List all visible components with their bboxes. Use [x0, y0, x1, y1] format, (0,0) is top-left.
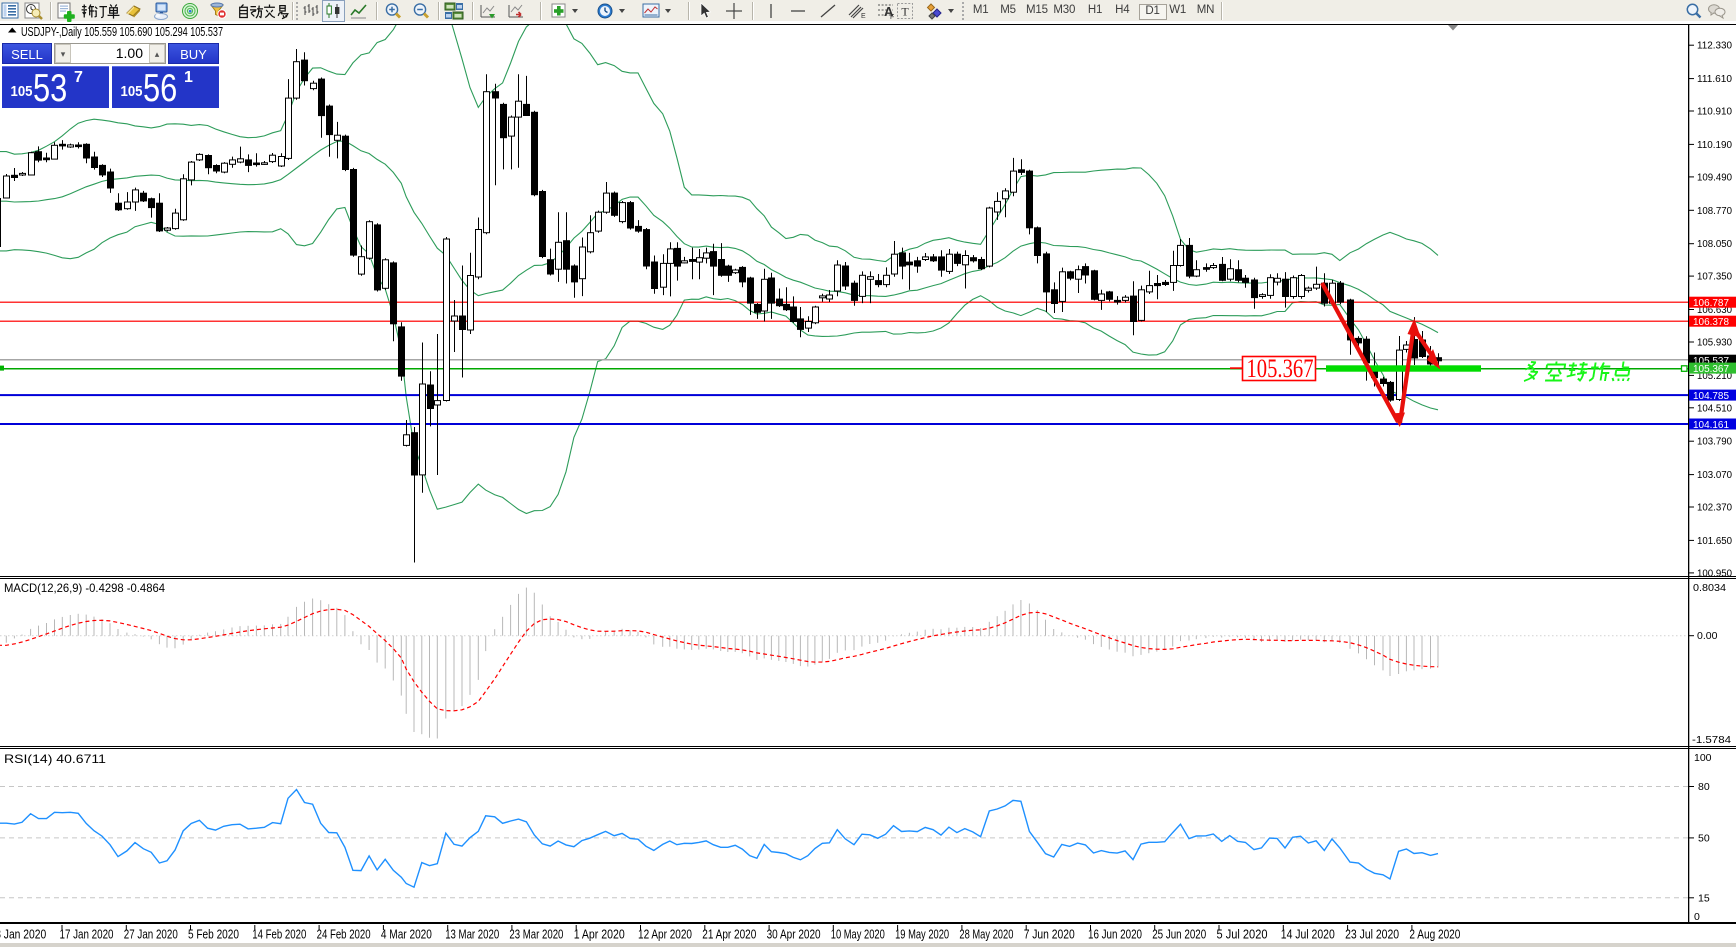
svg-text:100: 100	[1694, 752, 1712, 764]
svg-text:5 Jul 2020: 5 Jul 2020	[1217, 927, 1268, 942]
svg-text:USDJPY-,Daily 105.559 105.690: USDJPY-,Daily 105.559 105.690 105.294 10…	[21, 25, 223, 39]
svg-text:10 May 2020: 10 May 2020	[831, 927, 885, 942]
svg-text:1 Apr 2020: 1 Apr 2020	[574, 927, 625, 942]
svg-text:8 Jan 2020: 8 Jan 2020	[0, 927, 46, 942]
svg-text:105.367: 105.367	[1247, 354, 1314, 383]
svg-text:105.210: 105.210	[1697, 371, 1732, 382]
svg-text:28 May 2020: 28 May 2020	[959, 927, 1013, 942]
svg-text:13 Mar 2020: 13 Mar 2020	[445, 927, 499, 942]
svg-text:23 Mar 2020: 23 Mar 2020	[509, 927, 563, 942]
svg-text:0: 0	[1694, 911, 1700, 923]
svg-text:106.378: 106.378	[1693, 317, 1729, 328]
svg-text:104.785: 104.785	[1693, 391, 1729, 402]
svg-text:F: F	[890, 14, 894, 21]
svg-text:102.370: 102.370	[1697, 503, 1732, 514]
svg-text:30 Apr 2020: 30 Apr 2020	[767, 927, 821, 942]
svg-text:19 May 2020: 19 May 2020	[895, 927, 949, 942]
svg-text:5 Feb 2020: 5 Feb 2020	[188, 927, 239, 942]
svg-text:106.630: 106.630	[1697, 305, 1732, 316]
svg-text:105.367: 105.367	[1693, 364, 1729, 375]
svg-text:50: 50	[1698, 832, 1710, 844]
svg-text:MACD(12,26,9) -0.4298 -0.4864: MACD(12,26,9) -0.4298 -0.4864	[4, 581, 165, 595]
svg-text:111.610: 111.610	[1697, 74, 1732, 85]
svg-text:80: 80	[1698, 781, 1710, 793]
svg-text:23 Jul 2020: 23 Jul 2020	[1345, 927, 1399, 942]
svg-text:108.050: 108.050	[1697, 239, 1732, 250]
svg-text:17 Jan 2020: 17 Jan 2020	[60, 927, 114, 942]
svg-text:21 Apr 2020: 21 Apr 2020	[702, 927, 756, 942]
svg-text:106.787: 106.787	[1693, 298, 1729, 309]
svg-text:109.490: 109.490	[1697, 172, 1732, 183]
svg-text:16 Jun 2020: 16 Jun 2020	[1088, 927, 1142, 942]
svg-text:2 Aug 2020: 2 Aug 2020	[1409, 927, 1460, 942]
svg-text:0.8034: 0.8034	[1693, 582, 1726, 594]
svg-text:0.00: 0.00	[1697, 630, 1718, 642]
svg-text:104.510: 104.510	[1697, 403, 1732, 414]
svg-text:27 Jan 2020: 27 Jan 2020	[124, 927, 178, 942]
svg-text:107.350: 107.350	[1697, 272, 1732, 283]
svg-text:25 Jun 2020: 25 Jun 2020	[1152, 927, 1206, 942]
svg-text:103.790: 103.790	[1697, 437, 1732, 448]
svg-text:14 Jul 2020: 14 Jul 2020	[1281, 927, 1335, 942]
svg-text:100.950: 100.950	[1697, 568, 1732, 579]
svg-text:4 Mar 2020: 4 Mar 2020	[381, 927, 432, 942]
svg-text:14 Feb 2020: 14 Feb 2020	[252, 927, 306, 942]
svg-text:110.190: 110.190	[1697, 140, 1732, 151]
svg-text:110.910: 110.910	[1697, 107, 1732, 118]
svg-text:7 Jun 2020: 7 Jun 2020	[1024, 927, 1075, 942]
svg-text:E: E	[861, 13, 866, 20]
svg-text:112.330: 112.330	[1697, 41, 1732, 52]
svg-text:105.537: 105.537	[1693, 356, 1729, 367]
svg-text:12 Apr 2020: 12 Apr 2020	[638, 927, 692, 942]
svg-text:104.161: 104.161	[1693, 420, 1729, 431]
svg-text:T: T	[901, 5, 909, 19]
svg-text:24 Feb 2020: 24 Feb 2020	[317, 927, 371, 942]
svg-text:105.930: 105.930	[1697, 338, 1732, 349]
svg-text:108.770: 108.770	[1697, 206, 1732, 217]
svg-text:-1.5784: -1.5784	[1692, 734, 1731, 746]
svg-text:RSI(14) 40.6711: RSI(14) 40.6711	[4, 752, 106, 766]
svg-text:101.650: 101.650	[1697, 536, 1732, 547]
svg-text:15: 15	[1698, 892, 1710, 904]
svg-text:103.070: 103.070	[1697, 470, 1732, 481]
